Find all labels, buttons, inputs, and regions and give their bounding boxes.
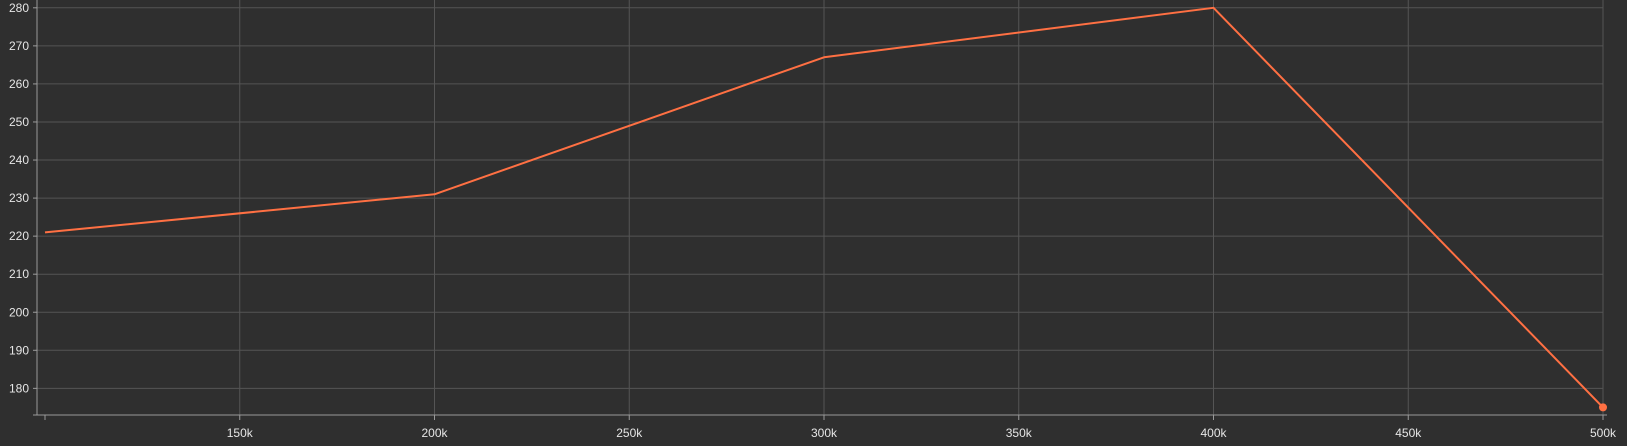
x-tick-label: 450k <box>1395 426 1422 440</box>
y-tick-label: 220 <box>9 229 29 243</box>
y-tick-label: 280 <box>9 1 29 15</box>
y-tick-label: 180 <box>9 381 29 395</box>
series-line <box>44 6 1604 409</box>
x-tick-label: 300k <box>811 426 838 440</box>
y-tick-label: 210 <box>9 267 29 281</box>
y-tick-label: 190 <box>9 343 29 357</box>
y-tick-label: 230 <box>9 191 29 205</box>
series-layer <box>44 6 1607 412</box>
x-axis-ticks: 150k 200k 250k 300k 350k 400k 450k 500k <box>44 415 1617 440</box>
grid <box>35 0 1604 415</box>
axes <box>33 0 1607 416</box>
y-tick-label: 270 <box>9 39 29 53</box>
x-tick-label: 200k <box>421 426 448 440</box>
x-tick-label: 150k <box>227 426 254 440</box>
x-tick-label: 500k <box>1590 426 1617 440</box>
x-tick-label: 350k <box>1006 426 1033 440</box>
x-tick-label: 250k <box>616 426 643 440</box>
y-tick-label: 200 <box>9 305 29 319</box>
data-point-last[interactable] <box>1599 403 1607 412</box>
y-axis-ticks: 180 190 200 210 220 230 240 250 260 270 280 <box>9 1 37 395</box>
y-tick-label: 260 <box>9 77 29 91</box>
y-tick-label: 250 <box>9 115 29 129</box>
x-tick-label: 400k <box>1200 426 1227 440</box>
y-tick-label: 240 <box>9 153 29 167</box>
